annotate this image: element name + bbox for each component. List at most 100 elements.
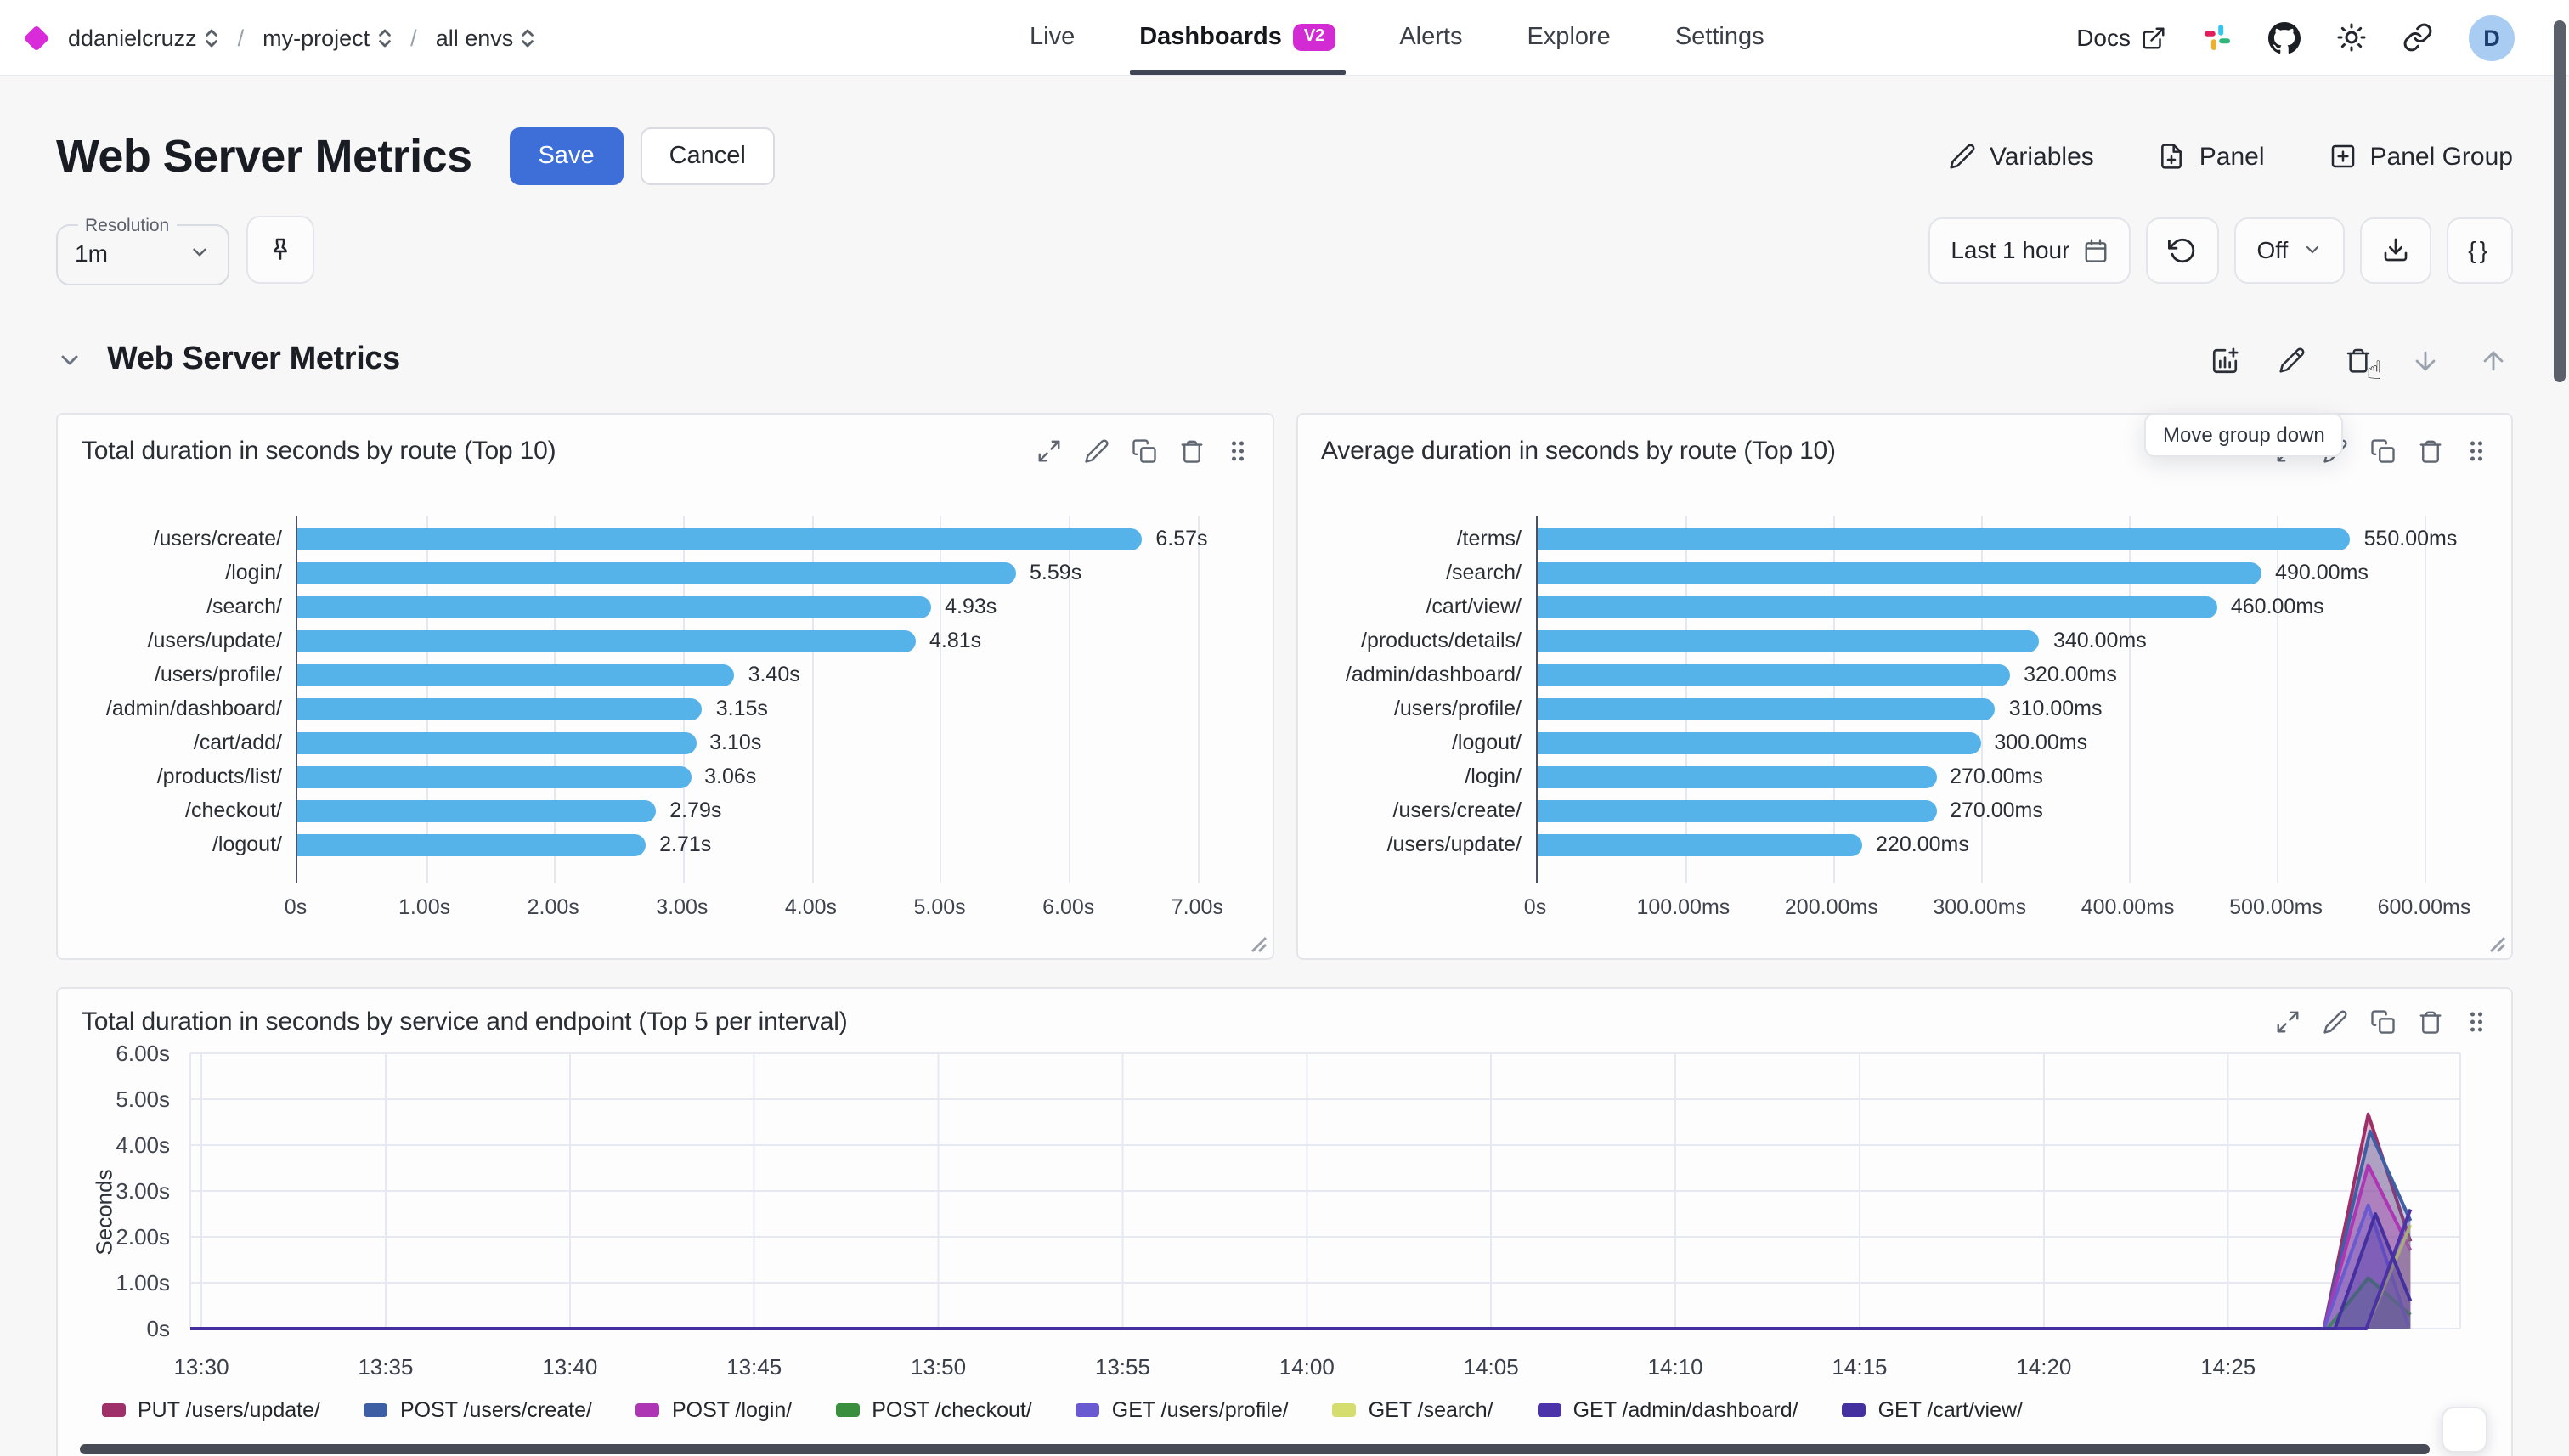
bar-category-label: /search/ xyxy=(1446,561,1522,584)
drag-dots-icon xyxy=(2470,441,2483,461)
breadcrumb-env-selector[interactable]: all envs xyxy=(436,25,536,50)
trash-icon xyxy=(1180,440,1202,463)
save-button[interactable]: Save xyxy=(509,127,624,185)
drag-panel-handle[interactable] xyxy=(2465,438,2487,464)
arrow-down-icon xyxy=(2415,350,2436,370)
bar-row: 310.00ms xyxy=(1537,691,2491,725)
github-icon[interactable] xyxy=(2268,21,2301,54)
move-group-down-button[interactable] xyxy=(2411,346,2440,375)
auto-refresh-select[interactable]: Off xyxy=(2234,217,2345,283)
pencil-icon xyxy=(2279,347,2305,373)
collapse-group-button[interactable] xyxy=(56,347,83,374)
variables-button[interactable]: Variables xyxy=(1949,142,2094,171)
tab-dashboards[interactable]: Dashboards V2 xyxy=(1129,0,1346,75)
x-tick-label: 5.00s xyxy=(913,895,966,919)
legend-item[interactable]: GET /search/ xyxy=(1332,1398,1493,1422)
x-tick-label: 100.00ms xyxy=(1636,895,1731,919)
chevron-down-icon xyxy=(2306,245,2318,254)
tab-label: Explore xyxy=(1527,24,1611,51)
expand-panel-button[interactable] xyxy=(1036,438,1061,464)
legend-item[interactable]: GET /cart/view/ xyxy=(1842,1398,2023,1422)
panel-group-label: Panel Group xyxy=(2369,142,2513,171)
delete-group-button[interactable] xyxy=(2345,347,2372,374)
move-group-up-button[interactable] xyxy=(2479,346,2508,375)
resolution-select[interactable]: Resolution 1m xyxy=(56,215,229,285)
legend-item[interactable]: GET /admin/dashboard/ xyxy=(1537,1398,1798,1422)
selector-caret-icon xyxy=(378,28,390,47)
breadcrumb-project-selector[interactable]: my-project xyxy=(263,25,392,50)
duplicate-panel-button[interactable] xyxy=(2370,438,2396,464)
legend-label: POST /checkout/ xyxy=(872,1398,1032,1422)
download-button[interactable] xyxy=(2359,217,2431,283)
edit-group-button[interactable] xyxy=(2278,347,2306,374)
panel-duration-by-service-endpoint: Total duration in seconds by service and… xyxy=(56,987,2513,1456)
edit-panel-button[interactable] xyxy=(2323,1009,2348,1035)
refresh-button[interactable] xyxy=(2146,217,2220,283)
dashboard-page: Web Server Metrics Save Cancel Variables… xyxy=(0,127,2569,1456)
breadcrumb-org-selector[interactable]: ddanielcruzz xyxy=(68,25,219,50)
bar-category-label: /cart/add/ xyxy=(193,731,282,754)
theme-toggle-sun-icon[interactable] xyxy=(2336,22,2367,53)
tab-live[interactable]: Live xyxy=(1030,0,1075,75)
drag-dots-icon xyxy=(1230,441,1244,461)
cancel-button[interactable]: Cancel xyxy=(640,127,775,185)
tab-settings[interactable]: Settings xyxy=(1675,0,1764,75)
copy-icon xyxy=(1132,439,1155,463)
legend-item[interactable]: POST /checkout/ xyxy=(836,1398,1032,1422)
duplicate-panel-button[interactable] xyxy=(2370,1009,2396,1035)
bar xyxy=(1537,731,1981,753)
bar xyxy=(1537,697,1996,720)
series-line xyxy=(190,1224,2413,1330)
pin-resolution-button[interactable] xyxy=(246,216,314,284)
pin-icon xyxy=(274,238,287,260)
add-panel-group-button[interactable]: Panel Group xyxy=(2329,142,2513,171)
share-link-icon[interactable] xyxy=(2402,22,2433,53)
group-actions xyxy=(2210,346,2513,375)
expand-panel-button[interactable] xyxy=(2275,1009,2301,1035)
series-line xyxy=(190,1112,2413,1330)
time-controls: Last 1 hour Off {} xyxy=(1928,217,2513,283)
panel-resize-handle[interactable] xyxy=(1250,936,1267,953)
bar-category-label: /products/details/ xyxy=(1361,629,1522,652)
drag-dots-icon xyxy=(2470,1012,2483,1032)
tab-explore[interactable]: Explore xyxy=(1527,0,1610,75)
vertical-scrollbar[interactable] xyxy=(2554,20,2566,382)
docs-link[interactable]: Docs xyxy=(2076,24,2166,51)
x-tick-label: 600.00ms xyxy=(2377,895,2471,919)
x-tick-label: 13:40 xyxy=(542,1354,597,1380)
timeseries-chart: Seconds 0s 1.00s 2.00s 3.00s 4.00s 5.00s 6.00s… xyxy=(58,1036,2511,1395)
bar-row: 5.59s xyxy=(297,556,1251,590)
drag-panel-handle[interactable] xyxy=(2465,1009,2487,1035)
panel-resize-handle[interactable] xyxy=(2489,936,2506,953)
add-panel-to-group-button[interactable] xyxy=(2210,346,2239,375)
legend-item[interactable]: PUT /users/update/ xyxy=(102,1398,320,1422)
edit-panel-button[interactable] xyxy=(1083,438,1109,464)
user-avatar[interactable]: D xyxy=(2469,14,2515,60)
bar xyxy=(297,697,703,720)
legend-item[interactable]: POST /users/create/ xyxy=(364,1398,592,1422)
bar-value-label: 310.00ms xyxy=(2008,697,2103,720)
tab-alerts[interactable]: Alerts xyxy=(1399,0,1462,75)
arrow-up-icon xyxy=(2483,350,2504,370)
braces-label: {} xyxy=(2468,236,2491,263)
horizontal-scrollbar[interactable] xyxy=(80,1444,2430,1454)
bar-category-label: /users/create/ xyxy=(153,527,282,550)
slack-icon[interactable] xyxy=(2202,22,2233,53)
add-panel-button[interactable]: Panel xyxy=(2159,142,2265,171)
delete-panel-button[interactable] xyxy=(2418,1009,2443,1035)
delete-panel-button[interactable] xyxy=(2418,438,2443,464)
copy-icon xyxy=(2371,439,2395,463)
tab-label: Live xyxy=(1030,24,1076,51)
trash-icon xyxy=(2419,1011,2442,1034)
legend-item[interactable]: GET /users/profile/ xyxy=(1076,1398,1289,1422)
bar-value-label: 270.00ms xyxy=(1950,799,2043,822)
y-tick-label: 4.00s xyxy=(116,1132,170,1158)
time-range-picker[interactable]: Last 1 hour xyxy=(1928,217,2131,283)
drag-panel-handle[interactable] xyxy=(1226,438,1248,464)
legend-item[interactable]: POST /login/ xyxy=(635,1398,792,1422)
bar xyxy=(1537,528,2351,550)
duplicate-panel-button[interactable] xyxy=(1131,438,1156,464)
gridline xyxy=(811,516,814,883)
delete-panel-button[interactable] xyxy=(1178,438,1204,464)
json-view-button[interactable]: {} xyxy=(2446,217,2513,283)
